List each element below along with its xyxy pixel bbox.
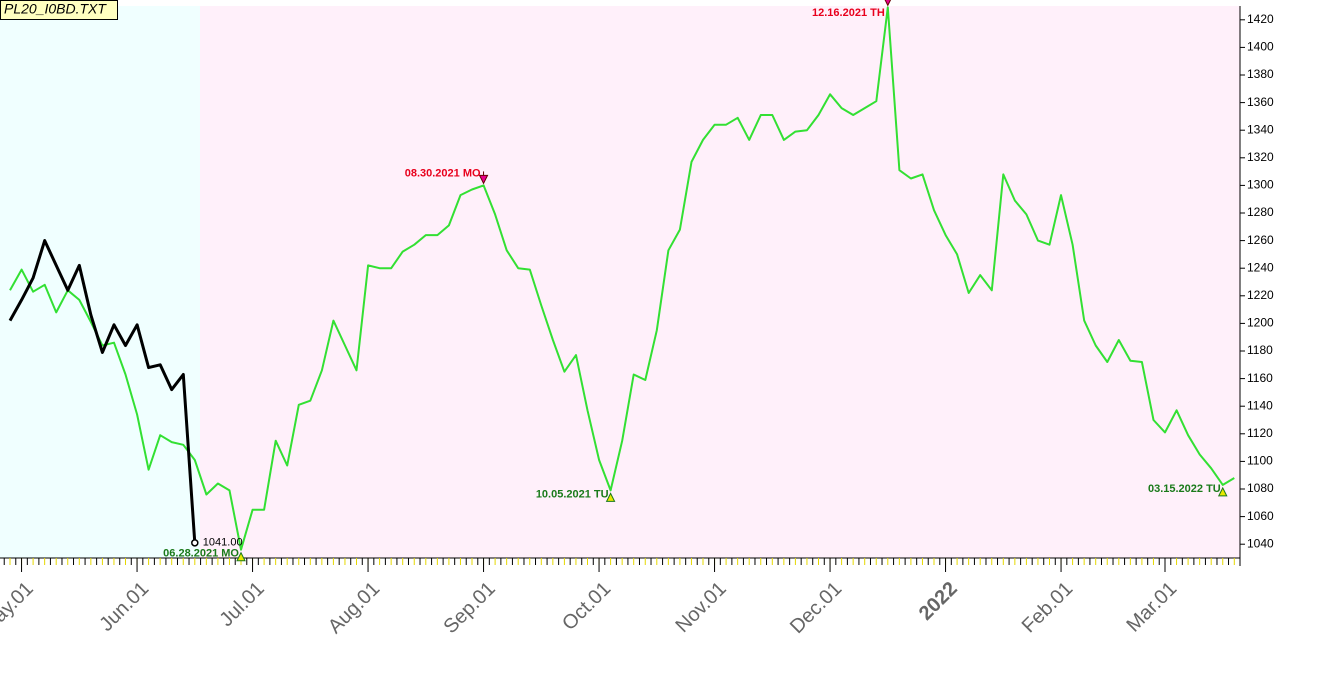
annotation: 03.15.2022 TU xyxy=(1148,483,1221,495)
y-tick-label: 1260 xyxy=(1247,233,1274,247)
y-tick-label: 1240 xyxy=(1247,260,1274,274)
y-tick-label: 1280 xyxy=(1247,205,1274,219)
series-line xyxy=(9,6,1235,551)
y-tick-label: 1400 xyxy=(1247,40,1274,54)
annotation: 10.05.2021 TU xyxy=(536,488,609,500)
low-marker xyxy=(1217,486,1228,497)
end-marker xyxy=(191,539,199,547)
x-tick-label: Jun.01 xyxy=(95,578,153,636)
y-tick-label: 1320 xyxy=(1247,150,1274,164)
y-tick-label: 1360 xyxy=(1247,95,1274,109)
x-tick-label: Dec.01 xyxy=(786,578,846,638)
annotation: 08.30.2021 MO xyxy=(405,167,481,179)
y-tick-label: 1160 xyxy=(1247,371,1273,385)
x-tick-label: Oct.01 xyxy=(558,578,615,635)
annotation: 12.16.2021 TH xyxy=(812,7,885,19)
y-tick-label: 1420 xyxy=(1247,12,1274,26)
y-tick-label: 1040 xyxy=(1247,536,1274,550)
chart-title: PL20_I0BD.TXT xyxy=(4,1,107,17)
x-tick-label: 2022 xyxy=(915,578,962,625)
x-tick-label: Mar.01 xyxy=(1122,578,1181,637)
y-tick-label: 1060 xyxy=(1247,509,1274,523)
history-background xyxy=(0,6,200,558)
y-tick-label: 1340 xyxy=(1247,122,1274,136)
x-tick-label: Sep.01 xyxy=(439,578,499,638)
y-tick-label: 1120 xyxy=(1247,426,1273,440)
x-tick-label: May.01 xyxy=(0,578,38,639)
y-tick-label: 1100 xyxy=(1247,454,1273,468)
x-tick-label: Feb.01 xyxy=(1018,578,1078,638)
annotation: 06.28.2021 MO xyxy=(163,548,239,560)
high-marker xyxy=(884,0,892,7)
y-tick-label: 1220 xyxy=(1247,288,1274,302)
y-tick-label: 1200 xyxy=(1247,316,1274,330)
y-tick-label: 1180 xyxy=(1247,343,1273,357)
title-box xyxy=(0,0,118,20)
y-tick-label: 1140 xyxy=(1247,398,1273,412)
x-tick-label: Nov.01 xyxy=(672,578,731,637)
y-tick-label: 1380 xyxy=(1247,67,1274,81)
low-marker xyxy=(236,551,246,562)
x-tick-label: Jul.01 xyxy=(216,578,269,631)
value-label: 1041.00 xyxy=(203,537,243,549)
y-tick-label: 1300 xyxy=(1247,178,1274,192)
series-line xyxy=(8,239,197,543)
low-marker xyxy=(605,492,616,502)
x-tick-label: Aug.01 xyxy=(324,578,384,638)
y-tick-label: 1080 xyxy=(1247,481,1274,495)
forecast-background xyxy=(200,6,1240,558)
